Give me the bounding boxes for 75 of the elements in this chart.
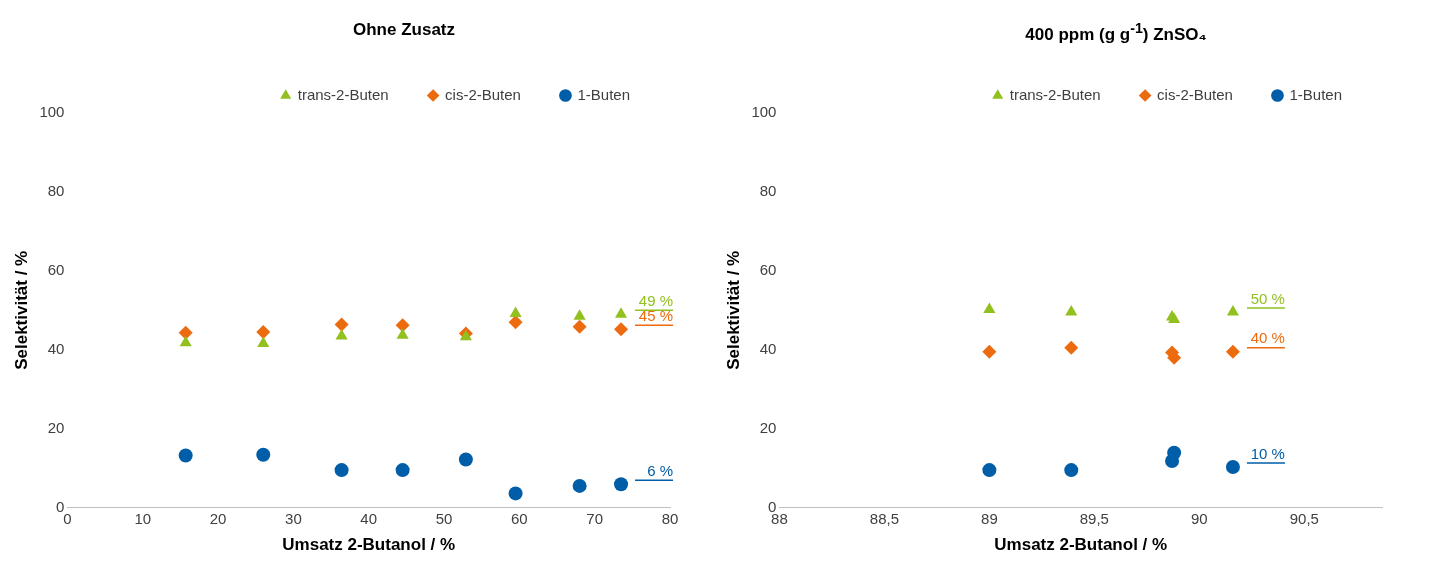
y-axis-title: Selektivität / %: [11, 250, 31, 370]
annotation: 10 %: [1250, 444, 1285, 462]
point: [334, 317, 349, 332]
point: [1167, 445, 1182, 460]
point: [982, 463, 997, 478]
legend-label: trans-2-Buten: [1009, 85, 1101, 103]
y-axis-title: Selektivität / %: [723, 250, 743, 370]
x-tick-label: 10: [134, 509, 152, 527]
annotation: 49 %: [638, 291, 674, 309]
x-tick-label: 90,5: [1289, 509, 1319, 527]
legend-label: cis-2-Buten: [445, 85, 521, 103]
x-tick-label: 70: [586, 509, 604, 527]
point: [395, 463, 410, 478]
point: [573, 309, 586, 320]
annotation: 6 %: [647, 461, 674, 479]
point: [508, 486, 523, 501]
y-tick-label: 40: [759, 339, 777, 357]
y-tick-label: 40: [47, 339, 65, 357]
annotation: 40 %: [1250, 329, 1285, 347]
x-tick-label: 80: [661, 509, 679, 527]
point: [178, 448, 193, 463]
x-tick-label: 60: [511, 509, 528, 527]
x-tick-label: 40: [360, 509, 378, 527]
x-tick-label: 90: [1190, 509, 1208, 527]
point: [1225, 344, 1240, 359]
y-tick-label: 100: [39, 103, 65, 121]
legend-label: 1-Buten: [577, 85, 631, 103]
point: [572, 478, 587, 493]
point: [257, 336, 270, 347]
y-tick-label: 100: [751, 103, 777, 121]
x-axis-title: Umsatz 2-Butanol / %: [994, 535, 1168, 555]
legend-label: trans-2-Buten: [297, 85, 389, 103]
legend-label: 1-Buten: [1289, 85, 1343, 103]
point: [983, 302, 996, 314]
y-tick-label: 20: [759, 418, 777, 436]
y-tick-label: 80: [759, 182, 777, 200]
x-axis-title: Umsatz 2-Butanol / %: [282, 535, 456, 555]
point: [1225, 459, 1240, 474]
point: [395, 318, 410, 333]
point: [256, 325, 271, 339]
y-tick-label: 0: [768, 497, 777, 515]
point: [509, 306, 522, 317]
point: [334, 463, 349, 478]
x-tick-label: 88,5: [869, 509, 900, 527]
y-tick-label: 80: [47, 182, 65, 200]
point: [614, 307, 628, 318]
y-tick-label: 20: [47, 418, 65, 436]
chart-title: 400 ppm (g g$^{-1}$) ZnSO₄: [1024, 20, 1208, 45]
point: [1064, 463, 1079, 478]
chart-title: Ohne Zusatz: [352, 20, 456, 40]
point: [1226, 304, 1239, 316]
point: [1064, 340, 1079, 355]
x-tick-label: 89: [981, 509, 998, 527]
point: [458, 452, 473, 467]
point: [614, 322, 629, 337]
y-tick-label: 60: [759, 260, 777, 278]
legend-label: cis-2-Buten: [1157, 85, 1233, 103]
point: [1065, 304, 1078, 316]
x-tick-label: 89,5: [1079, 509, 1109, 527]
point: [614, 477, 629, 492]
y-tick-label: 60: [47, 260, 65, 278]
point: [508, 315, 523, 330]
annotation: 50 %: [1250, 289, 1285, 307]
point: [335, 328, 348, 340]
annotation: 45 %: [638, 306, 674, 324]
y-tick-label: 0: [56, 497, 65, 515]
point: [396, 328, 409, 339]
x-tick-label: 30: [285, 509, 302, 527]
x-tick-label: 50: [435, 509, 453, 527]
x-tick-label: 20: [209, 509, 227, 527]
point: [982, 344, 997, 359]
point: [179, 335, 192, 347]
point: [572, 319, 587, 334]
point: [256, 447, 271, 462]
point: [178, 325, 193, 340]
